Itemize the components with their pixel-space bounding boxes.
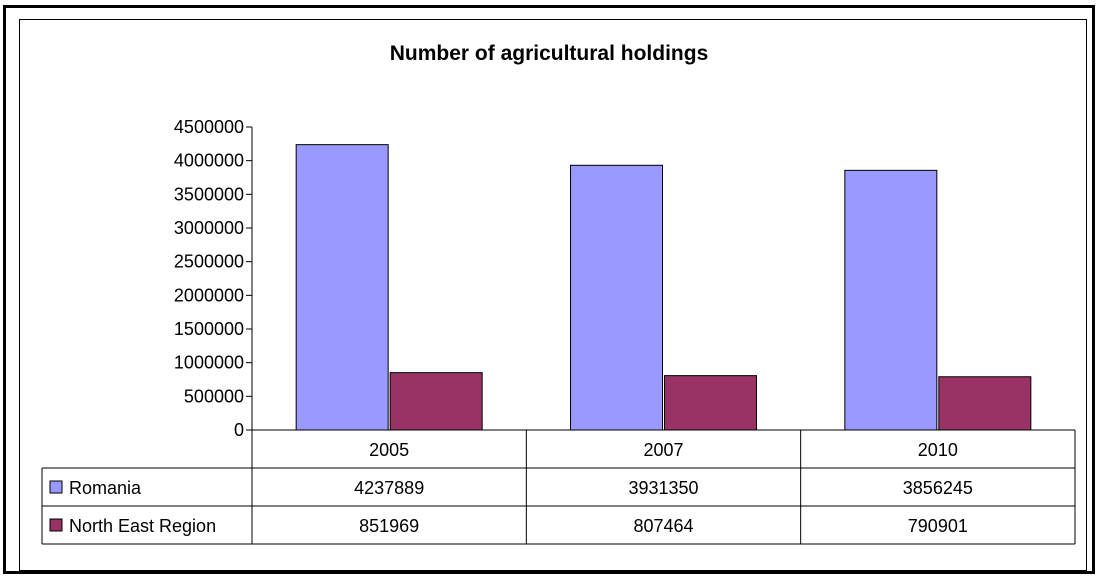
table-value-label: 790901 — [908, 516, 968, 536]
bar-romania — [844, 169, 938, 431]
x-category-label: 2005 — [369, 440, 409, 460]
y-tick-label: 0 — [234, 420, 244, 440]
chart-area-border — [19, 19, 1087, 571]
y-tick-label: 3000000 — [174, 218, 244, 238]
y-tick-label: 1000000 — [174, 353, 244, 373]
legend-series-name: Romania — [69, 478, 142, 498]
table-value-label: 3856245 — [903, 478, 973, 498]
bar-north-east-region — [938, 376, 1032, 431]
table-value-label: 3931350 — [628, 478, 698, 498]
table-value-label: 4237889 — [354, 478, 424, 498]
y-tick-label: 2000000 — [174, 285, 244, 305]
bar-north-east-region — [389, 372, 483, 431]
bar-romania — [570, 164, 663, 431]
x-category-label: 2007 — [643, 440, 683, 460]
legend-swatch — [49, 480, 63, 494]
chart-outer-frame — [3, 5, 1095, 574]
y-tick-label: 3500000 — [174, 184, 244, 204]
chart-title: Number of agricultural holdings — [389, 42, 709, 65]
x-category-label: 2010 — [918, 440, 958, 460]
y-tick-label: 1500000 — [174, 319, 244, 339]
table-value-label: 807464 — [633, 516, 693, 536]
y-tick-label: 500000 — [184, 386, 244, 406]
legend-series-name: North East Region — [69, 516, 216, 536]
legend-swatch — [49, 518, 63, 532]
bar-romania — [295, 144, 389, 431]
y-tick-label: 4500000 — [174, 117, 244, 137]
bar-north-east-region — [664, 375, 757, 431]
table-value-label: 851969 — [359, 516, 419, 536]
y-tick-label: 2500000 — [174, 252, 244, 272]
y-tick-label: 4000000 — [174, 151, 244, 171]
